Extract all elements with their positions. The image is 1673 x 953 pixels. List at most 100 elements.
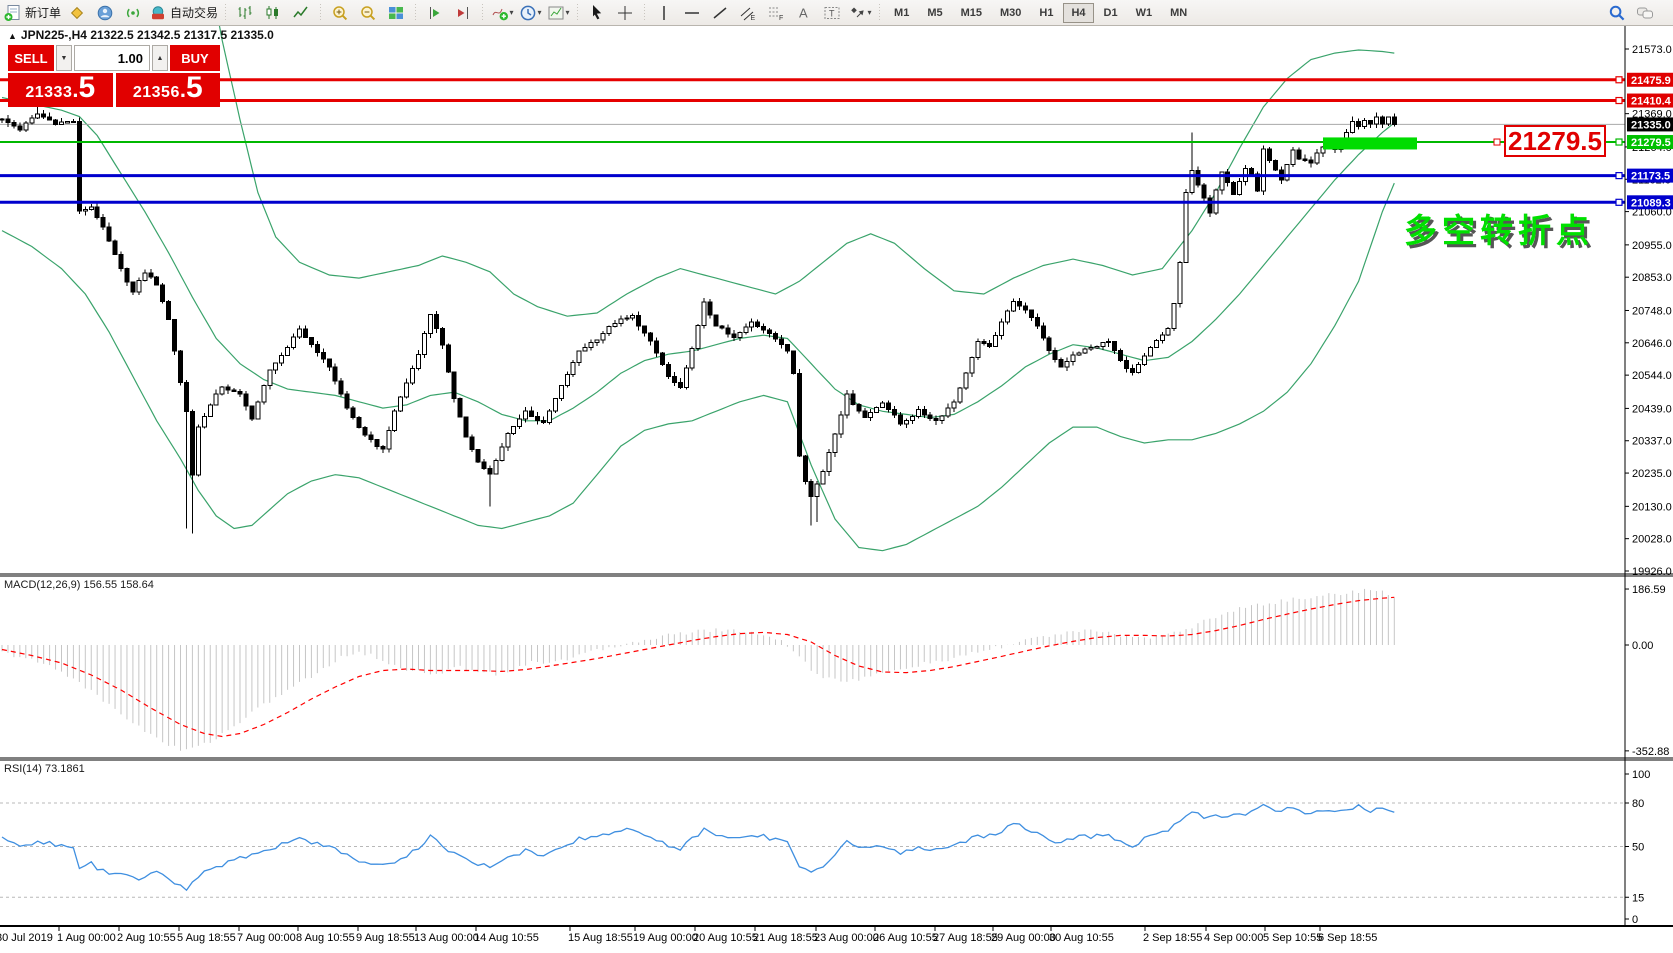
volume-decrease-button[interactable]: ▼: [56, 45, 72, 71]
quote-header: ▲ JPN225-,H4 21322.5 21342.5 21317.5 2133…: [8, 28, 274, 42]
buy-button[interactable]: BUY: [170, 45, 220, 71]
templates-dropdown-arrow[interactable]: ▾: [565, 8, 570, 17]
vertical-line-button[interactable]: [650, 2, 678, 24]
trendline-button[interactable]: [706, 2, 734, 24]
price-badge-21335.0: [1627, 117, 1673, 132]
volume-increase-button[interactable]: ▲: [152, 45, 168, 71]
shapes-button[interactable]: ▾: [846, 2, 874, 24]
panel-frame: [0, 26, 1673, 927]
crosshair-button[interactable]: [611, 2, 639, 24]
candle-chart-button[interactable]: [259, 2, 287, 24]
shapes-dropdown-arrow[interactable]: ▾: [867, 8, 872, 17]
toolbar-separator: [413, 3, 419, 22]
svg-text:21475.9: 21475.9: [1631, 75, 1671, 87]
svg-text:186.59: 186.59: [1632, 584, 1666, 596]
svg-text:A: A: [799, 5, 808, 20]
horizontal-line-button[interactable]: [678, 2, 706, 24]
buy-price[interactable]: 21356. 5: [115, 73, 220, 107]
time-label: 15 Aug 18:55: [568, 932, 633, 944]
time-label: 13 Aug 00:00: [414, 932, 479, 944]
buy-price-main: 21356: [132, 84, 180, 101]
zoom-in-icon: [331, 4, 349, 22]
indicators-icon: [491, 4, 509, 22]
tile-windows-button[interactable]: [382, 2, 410, 24]
time-label: 14 Aug 10:55: [474, 932, 539, 944]
sell-button[interactable]: SELL: [8, 45, 54, 71]
zoom-in-button[interactable]: [326, 2, 354, 24]
collapse-panel-arrow[interactable]: ▲: [8, 31, 17, 41]
text-label-button[interactable]: T: [818, 2, 846, 24]
chart-shift-button[interactable]: [449, 2, 477, 24]
buy-price-dot: .: [179, 77, 186, 102]
toolbar-separator: [575, 3, 581, 22]
volume-box: [74, 45, 150, 71]
cursor-button[interactable]: [583, 2, 611, 24]
bar-chart-button[interactable]: [231, 2, 259, 24]
time-label: 8 Aug 10:55: [296, 932, 355, 944]
time-label: 2 Sep 18:55: [1143, 932, 1202, 944]
market-watch-button[interactable]: [63, 2, 91, 24]
timeframe-h1-button[interactable]: H1: [1039, 6, 1054, 19]
timeframe-w1-button[interactable]: W1: [1135, 6, 1153, 19]
highlight-rect[interactable]: [1323, 137, 1417, 150]
svg-text:80: 80: [1632, 798, 1644, 810]
svg-text:20337.0: 20337.0: [1632, 436, 1672, 448]
svg-text:21573.0: 21573.0: [1632, 44, 1672, 56]
svg-text:20646.0: 20646.0: [1632, 338, 1672, 350]
sell-price[interactable]: 21333. 5: [8, 73, 113, 107]
templates-button[interactable]: ▾: [544, 2, 572, 24]
periods-dropdown-arrow[interactable]: ▾: [537, 8, 542, 17]
sell-price-dot: .: [72, 77, 79, 102]
fibonacci-button[interactable]: F: [762, 2, 790, 24]
time-label: 4 Sep 00:00: [1204, 932, 1263, 944]
text-button[interactable]: A: [790, 2, 818, 24]
svg-text:0: 0: [1632, 914, 1638, 926]
vertical-line-icon: [655, 4, 673, 22]
volume-input[interactable]: [75, 49, 149, 67]
sell-price-main: 21333: [25, 84, 73, 101]
rsi-pane: [0, 802, 1625, 898]
chat-button[interactable]: [1631, 2, 1659, 24]
time-label: 30 Aug 10:55: [1049, 932, 1114, 944]
price-callout-label[interactable]: 21279.5: [1504, 125, 1606, 157]
timeframe-h4-button[interactable]: H4: [1063, 2, 1094, 23]
toolbar-separator: [223, 3, 229, 22]
timeframe-m30-button[interactable]: M30: [1000, 6, 1022, 19]
chart-annotation-text[interactable]: 多空转折点: [1404, 212, 1594, 249]
svg-text:50: 50: [1632, 842, 1644, 854]
timeframe-m15-button[interactable]: M15: [960, 6, 982, 19]
channel-button[interactable]: E: [734, 2, 762, 24]
periods-button[interactable]: ▾: [516, 2, 544, 24]
timeframe-mn-button[interactable]: MN: [1170, 6, 1188, 19]
macd-name: MACD(12,26,9): [4, 579, 81, 591]
time-axis[interactable]: 30 Jul 2019 1 Aug 00:00 2 Aug 10:55 5 Aug 1…: [0, 926, 1377, 944]
indicators-dropdown-arrow[interactable]: ▾: [509, 8, 514, 17]
timeframe-m1-button[interactable]: M1: [894, 6, 910, 19]
navigator-button[interactable]: [91, 2, 119, 24]
rsi-name: RSI(14): [4, 763, 42, 775]
new-order-button[interactable]: 新订单: [2, 2, 63, 24]
auto-scroll-icon: [426, 4, 444, 22]
signals-button[interactable]: [119, 2, 147, 24]
svg-text:0.00: 0.00: [1632, 640, 1653, 652]
rsi-indicator-label: RSI(14) 73.1861: [4, 763, 85, 775]
toolbar-separator: [480, 3, 486, 22]
line-chart-icon: [292, 4, 310, 22]
search-button[interactable]: [1603, 2, 1631, 24]
svg-text:20955.0: 20955.0: [1632, 240, 1672, 252]
tile-windows-icon: [387, 4, 405, 22]
price-axis[interactable]: 21573.021369.021264.021162.021060.020955…: [1615, 44, 1673, 578]
auto-trading-button[interactable]: 自动交易: [147, 2, 220, 24]
auto-scroll-button[interactable]: [421, 2, 449, 24]
new-order-label: 新订单: [25, 6, 62, 20]
chart-shift-icon: [454, 4, 472, 22]
line-chart-button[interactable]: [287, 2, 315, 24]
indicators-button[interactable]: ▾: [488, 2, 516, 24]
timeframe-m5-button[interactable]: M5: [927, 6, 943, 19]
timeframe-d1-button[interactable]: D1: [1103, 6, 1118, 19]
time-label: 19 Aug 00:00: [633, 932, 698, 944]
zoom-out-button[interactable]: [354, 2, 382, 24]
fibonacci-icon: F: [767, 4, 785, 22]
